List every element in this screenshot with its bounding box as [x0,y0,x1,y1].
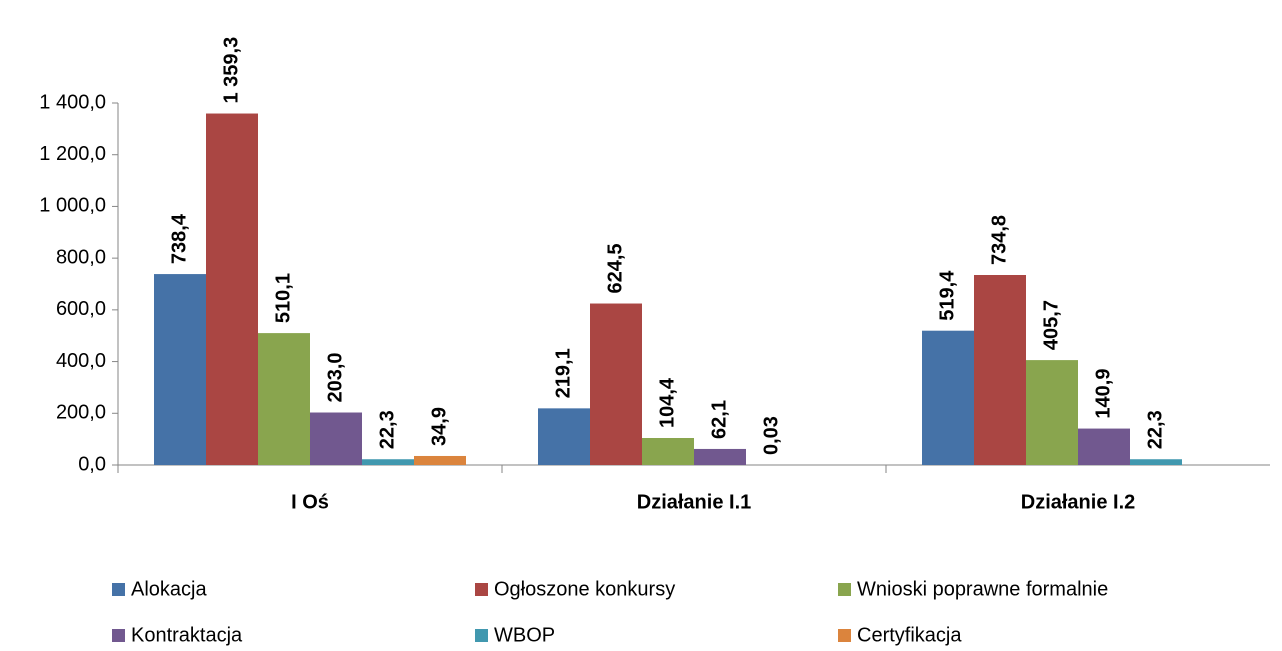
y-tick-label: 1 200,0 [39,143,106,165]
legend-label: Kontraktacja [131,624,243,646]
legend-swatch [112,583,125,596]
y-tick-label: 800,0 [56,246,106,268]
bar [154,274,206,465]
bar [538,408,590,465]
data-label: 62,1 [708,400,730,439]
bar [642,438,694,465]
bar [1078,428,1130,465]
y-tick-label: 400,0 [56,350,106,372]
y-tick-label: 1 000,0 [39,195,106,217]
data-label: 510,1 [272,273,294,323]
bar [414,455,466,465]
bar [258,333,310,465]
bar [206,113,258,465]
data-label: 734,8 [988,215,1010,265]
legend-label: Certyfikacja [857,624,962,646]
bar [310,412,362,465]
legend-label: Ogłoszone konkursy [494,578,675,600]
bar [362,459,414,465]
y-tick-label: 200,0 [56,402,106,424]
bar [1026,360,1078,465]
y-tick-label: 600,0 [56,298,106,320]
data-label: 219,1 [552,348,574,398]
x-tick-label: Działanie I.1 [637,491,752,513]
data-label: 104,4 [656,377,678,428]
data-label: 624,5 [604,243,626,293]
x-tick-label: Działanie I.2 [1021,491,1136,513]
bar [922,330,974,465]
data-label: 34,9 [428,407,450,446]
data-label: 1 359,3 [220,37,242,104]
legend-label: Wnioski poprawne formalnie [857,578,1108,600]
data-label: 140,9 [1092,369,1114,419]
data-label: 405,7 [1040,300,1062,350]
data-label: 22,3 [376,410,398,449]
bar [590,303,642,465]
bar [974,275,1026,465]
y-tick-label: 1 400,0 [39,91,106,113]
legend-label: WBOP [494,624,555,646]
legend-swatch [838,629,851,642]
legend-label: Alokacja [131,578,207,600]
legend-swatch [475,629,488,642]
data-label: 22,3 [1144,410,1166,449]
data-label: 203,0 [324,352,346,402]
data-label: 0,03 [760,416,782,455]
legend-swatch [838,583,851,596]
bar [694,448,746,465]
x-tick-label: I Oś [291,491,329,513]
bar [1130,459,1182,465]
data-label: 738,4 [168,213,190,264]
y-tick-label: 0,0 [78,453,106,475]
data-label: 519,4 [936,270,958,321]
legend-swatch [475,583,488,596]
legend-swatch [112,629,125,642]
